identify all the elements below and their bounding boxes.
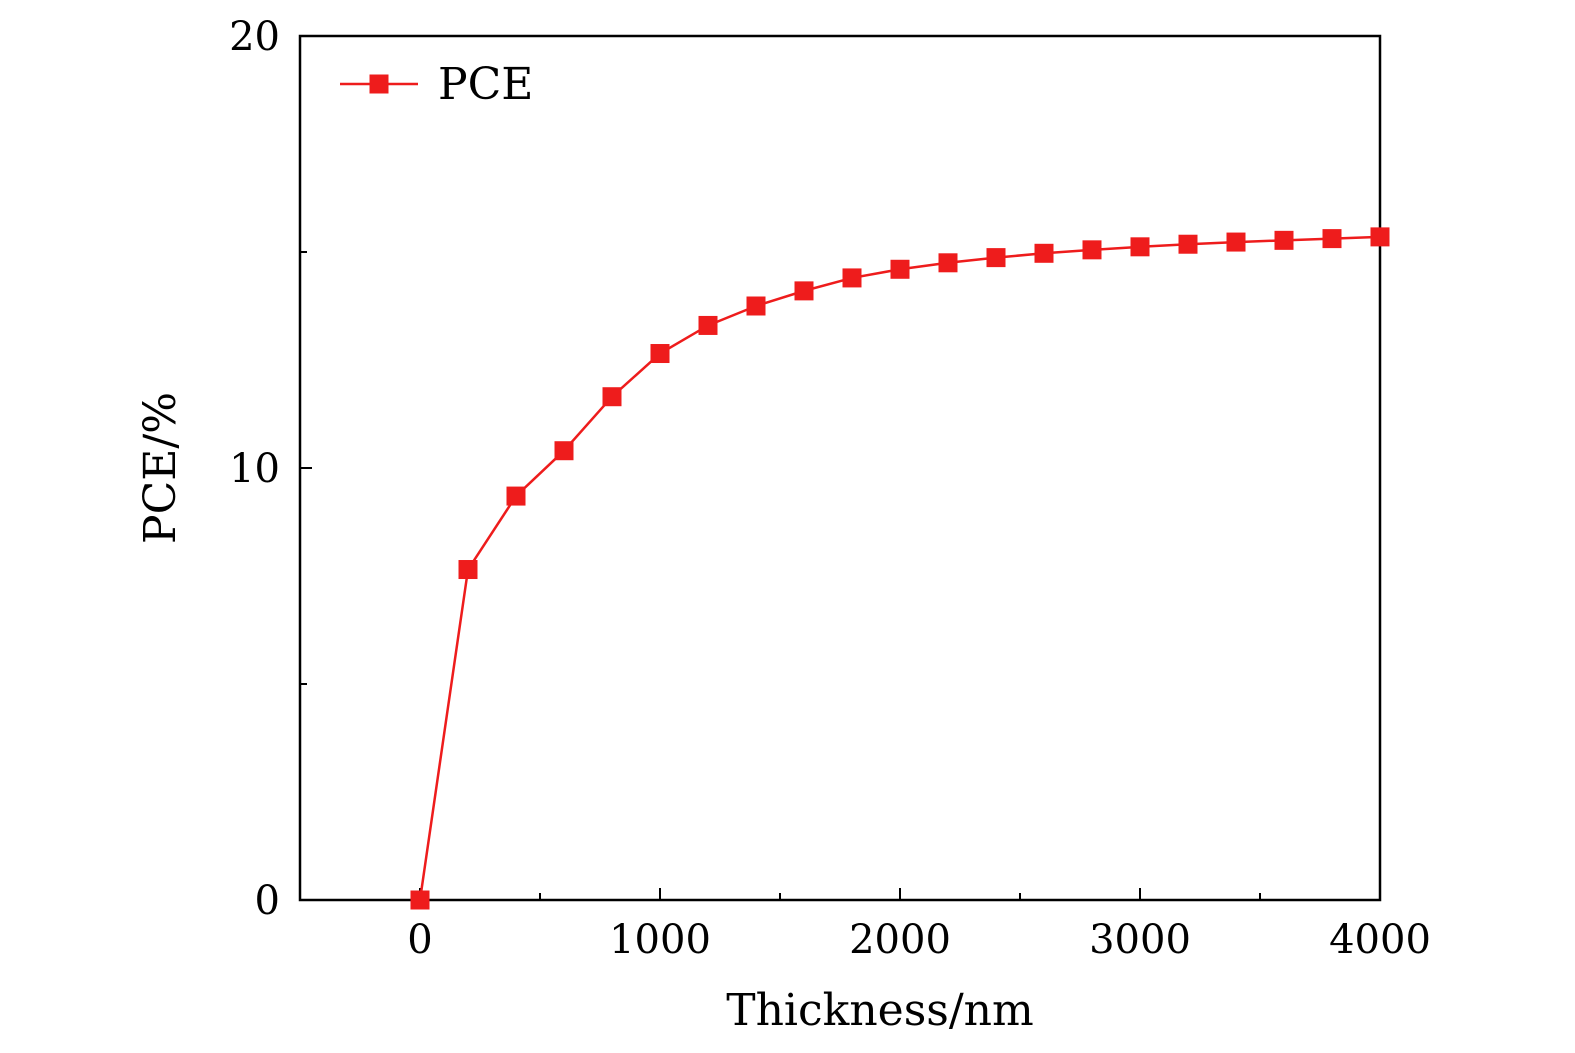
x-axis: 0 1000 2000 3000 4000	[407, 888, 1431, 963]
data-point	[698, 315, 718, 335]
data-point	[554, 441, 574, 461]
x-tick-label: 3000	[1089, 917, 1191, 963]
data-point	[650, 344, 670, 364]
x-tick-label: 1000	[609, 917, 711, 963]
data-point	[1370, 227, 1390, 247]
x-tick-label: 0	[407, 917, 432, 963]
data-point	[458, 560, 478, 580]
data-point	[890, 259, 910, 279]
x-tick-label: 2000	[849, 917, 951, 963]
plot-area	[298, 34, 1382, 902]
legend: PCE	[340, 59, 533, 110]
data-point	[1274, 230, 1294, 250]
y-tick-label: 10	[229, 446, 280, 492]
y-tick-label: 0	[255, 878, 280, 924]
data-point	[506, 486, 526, 506]
series-line	[418, 235, 1381, 901]
y-axis: 0 10 20	[229, 14, 312, 924]
data-point	[1130, 237, 1150, 257]
data-point	[1178, 234, 1198, 254]
data-point	[938, 253, 958, 273]
legend-label: PCE	[438, 59, 533, 110]
x-axis-title: Thickness/nm	[726, 985, 1033, 1036]
data-point	[1082, 240, 1102, 260]
data-point	[842, 268, 862, 288]
plot-frame	[298, 34, 1382, 902]
data-point	[1226, 232, 1246, 252]
data-point	[602, 387, 622, 407]
data-point	[986, 248, 1006, 268]
data-point	[746, 296, 766, 316]
data-point	[1322, 229, 1342, 249]
data-point	[794, 281, 814, 301]
x-tick-label: 4000	[1329, 917, 1431, 963]
legend-marker	[369, 74, 389, 94]
y-tick-label: 20	[229, 14, 280, 60]
series-layer	[410, 227, 1390, 910]
data-point	[410, 890, 430, 910]
data-point	[1034, 243, 1054, 263]
y-axis-title: PCE/%	[135, 392, 186, 544]
